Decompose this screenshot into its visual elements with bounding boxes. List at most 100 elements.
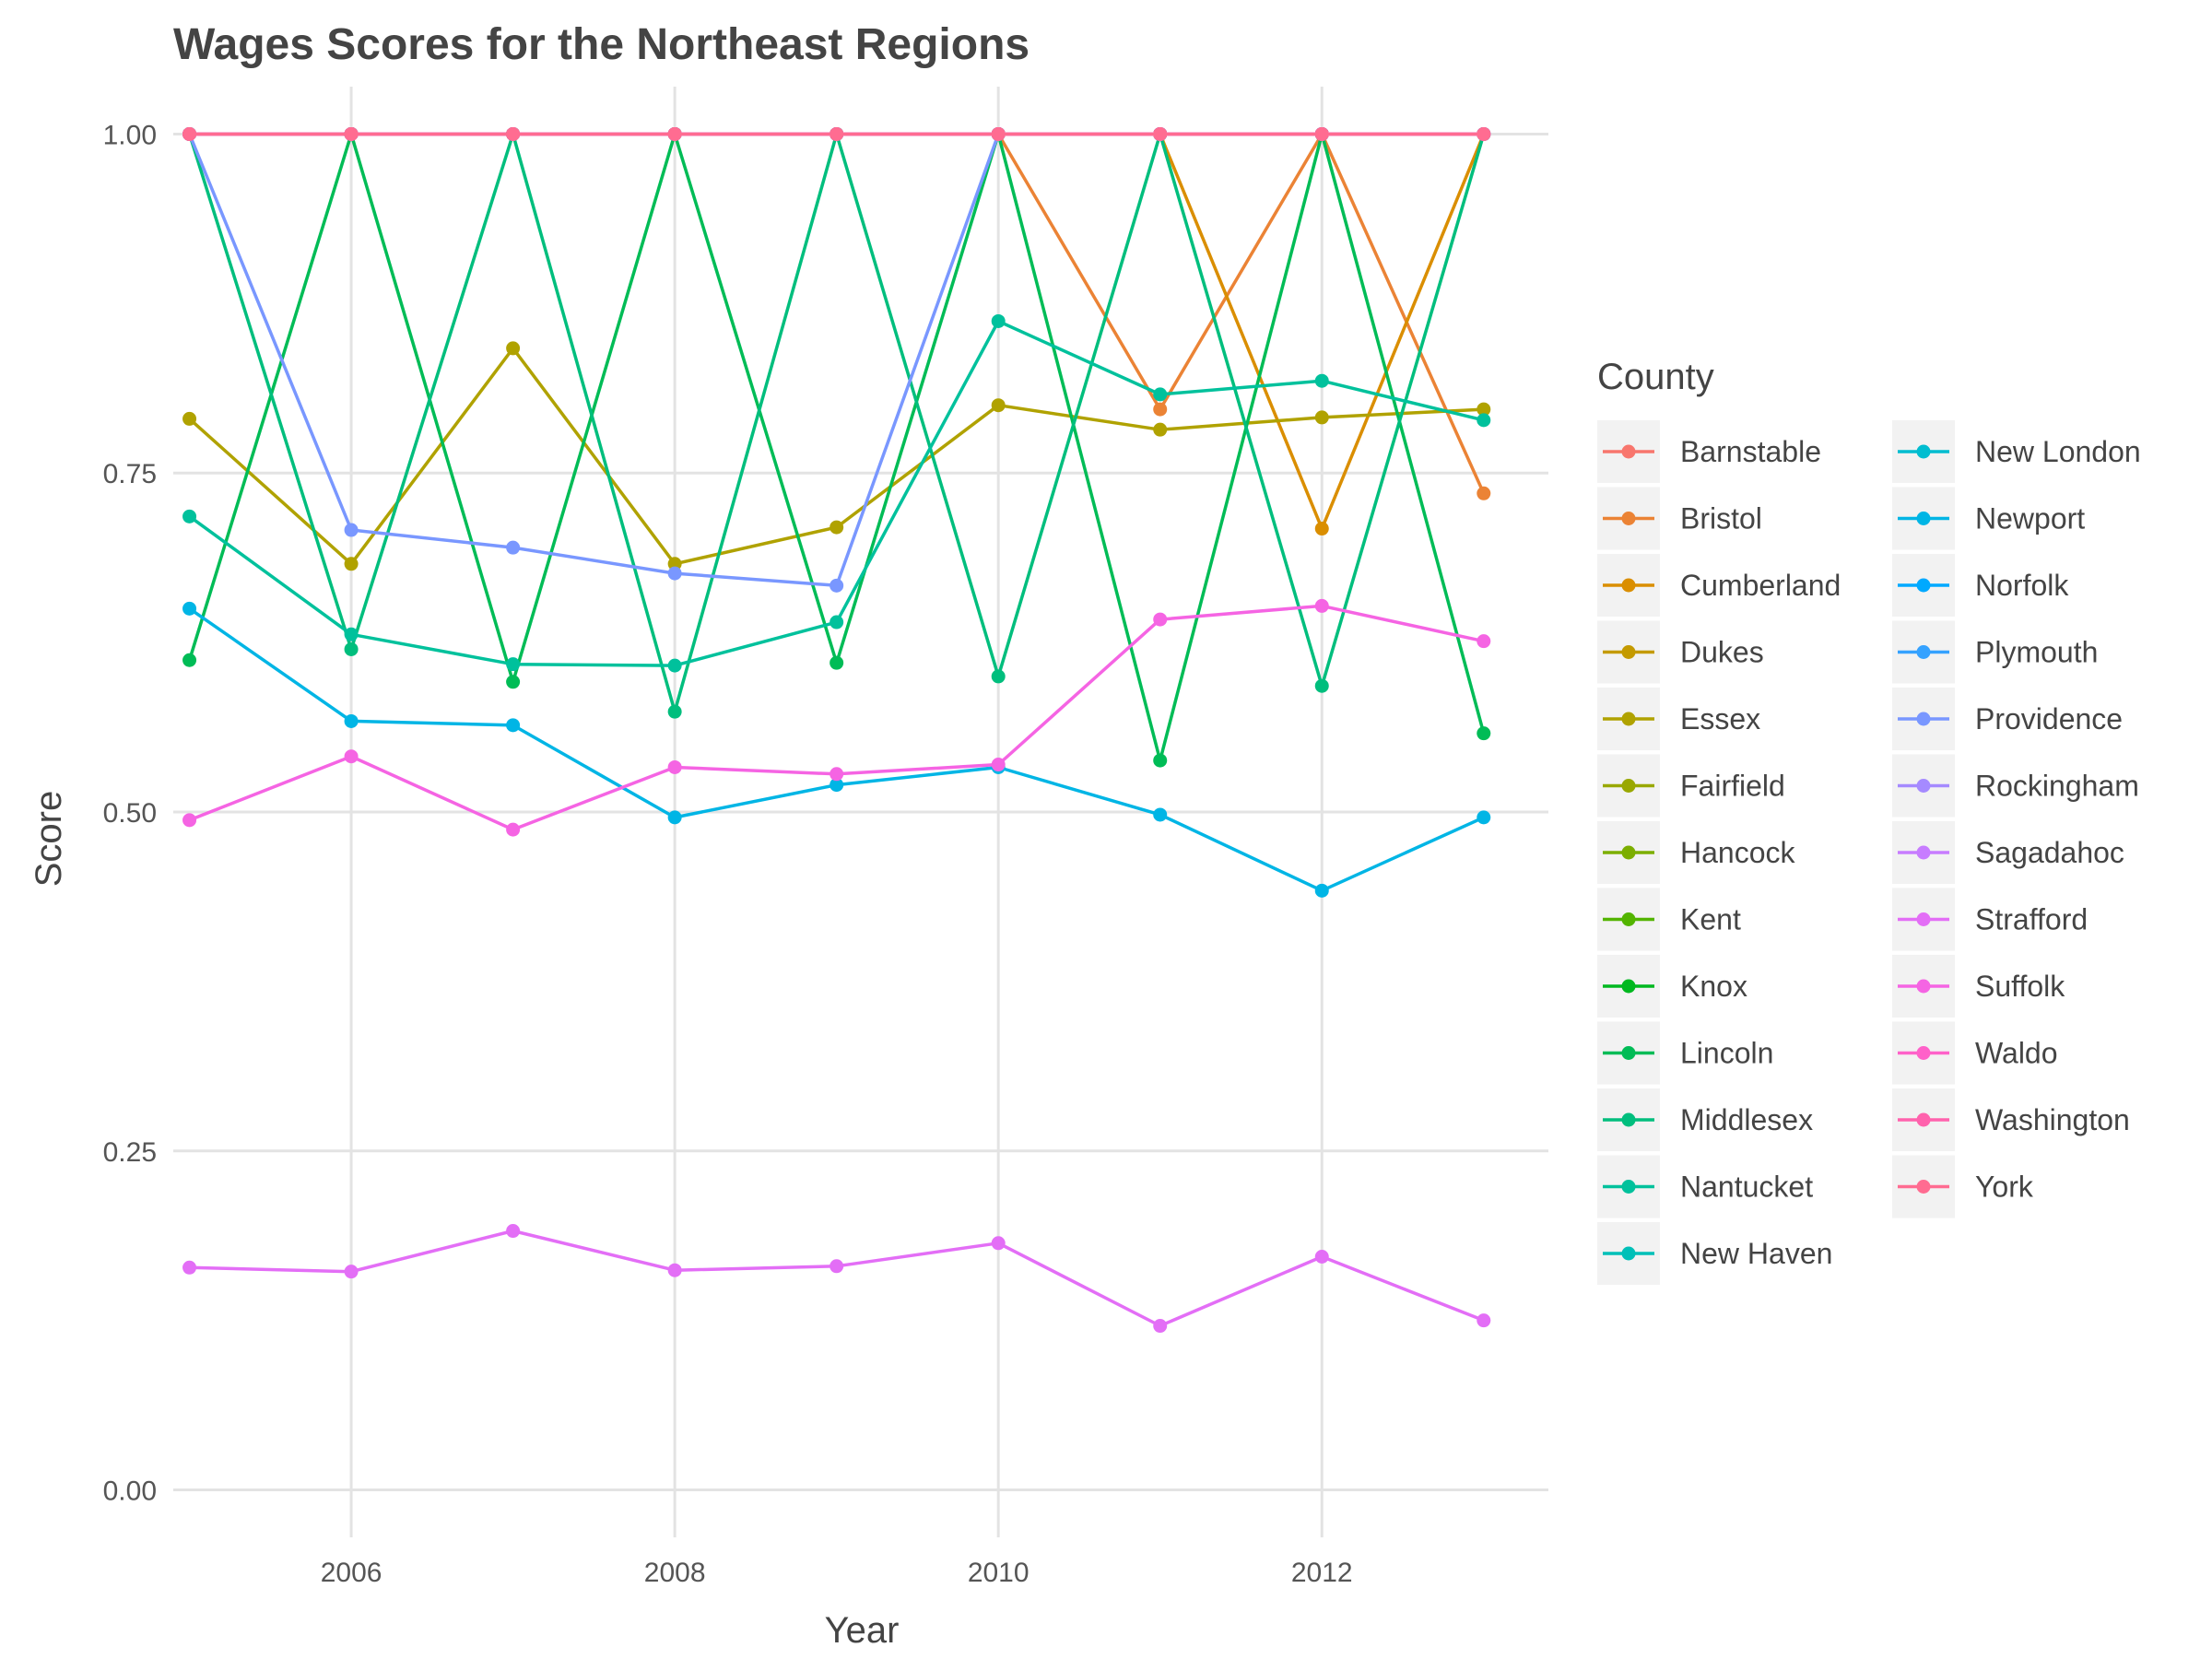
series-line: [187, 132, 1484, 588]
legend-key-point: [1916, 444, 1931, 459]
data-point: [1314, 410, 1329, 425]
legend-label: Nantucket: [1680, 1171, 1813, 1204]
legend-label: New Haven: [1680, 1237, 1832, 1270]
legend-item: Dukes: [1597, 620, 1764, 684]
legend-label: Middlesex: [1680, 1103, 1813, 1136]
data-point: [506, 822, 521, 837]
legend-label: New London: [1975, 435, 2141, 468]
series-york: [182, 126, 1491, 141]
y-tick-label: 0.00: [103, 1477, 157, 1507]
legend-item: Sagadahoc: [1892, 821, 2124, 884]
legend-key-point: [1916, 1180, 1931, 1194]
legend-key-point: [1621, 578, 1636, 593]
legend-key-point: [1621, 1112, 1636, 1127]
data-point: [991, 398, 1006, 413]
legend-item: Knox: [1597, 955, 1747, 1018]
y-tick-label: 0.50: [103, 798, 157, 829]
legend-key-point: [1621, 1046, 1636, 1060]
legend-label: Knox: [1680, 970, 1747, 1003]
legend-key-point: [1621, 845, 1636, 860]
data-point: [991, 758, 1006, 772]
data-point: [1477, 634, 1491, 649]
data-point: [1477, 486, 1491, 500]
legend-title: County: [1597, 357, 1714, 397]
legend-item: Fairfield: [1597, 754, 1785, 818]
data-point: [1314, 1249, 1329, 1264]
legend-item: Providence: [1892, 688, 2123, 750]
legend-item: Middlesex: [1597, 1088, 1813, 1151]
legend-key-point: [1916, 979, 1931, 994]
data-point: [667, 759, 682, 774]
legend-label: Providence: [1975, 702, 2123, 735]
legend-label: Barnstable: [1680, 435, 1821, 468]
data-point: [1477, 810, 1491, 825]
data-point: [991, 126, 1006, 141]
data-point: [1477, 1313, 1491, 1328]
data-point: [506, 657, 521, 672]
legend-item: Barnstable: [1597, 420, 1821, 483]
legend-label: Suffolk: [1975, 970, 2065, 1003]
legend-key-point: [1621, 645, 1636, 659]
legend-label: Newport: [1975, 502, 2085, 535]
legend-label: Kent: [1680, 903, 1741, 936]
legend-key-point: [1916, 1046, 1931, 1060]
data-point: [182, 653, 197, 667]
legend-item: Plymouth: [1892, 620, 2098, 684]
series-lines: [182, 126, 1491, 1334]
data-point: [991, 1236, 1006, 1251]
legend-key-point: [1621, 512, 1636, 525]
data-point: [667, 810, 682, 825]
data-point: [667, 557, 682, 571]
legend-item: Suffolk: [1892, 955, 2065, 1018]
legend-label: Strafford: [1975, 903, 2088, 936]
legend-label: Sagadahoc: [1975, 836, 2124, 869]
series-suffolk: [182, 598, 1491, 837]
legend-item: Newport: [1892, 487, 2085, 550]
legend-key-point: [1621, 1246, 1636, 1261]
series-strafford: [182, 1224, 1491, 1334]
data-point: [182, 411, 197, 426]
legend-key-point: [1916, 845, 1931, 860]
data-point: [1153, 612, 1168, 627]
data-point: [830, 655, 844, 670]
data-point: [344, 749, 359, 764]
legend-item: Waldo: [1892, 1021, 2058, 1085]
series-essex: [182, 341, 1491, 571]
data-point: [1477, 726, 1491, 741]
legend-label: Dukes: [1680, 636, 1764, 669]
data-point: [830, 578, 844, 593]
legend-label: Essex: [1680, 702, 1760, 735]
legend-item: Essex: [1597, 688, 1760, 750]
legend-item: Kent: [1597, 888, 1741, 951]
data-point: [344, 627, 359, 641]
data-point: [344, 557, 359, 571]
data-point: [1153, 422, 1168, 437]
series-line: [189, 1229, 1485, 1328]
legend-label: Hancock: [1680, 836, 1796, 869]
x-tick-label: 2012: [1291, 1558, 1353, 1588]
data-point: [182, 813, 197, 828]
legend-item: Norfolk: [1892, 554, 2069, 617]
data-point: [667, 704, 682, 719]
data-point: [182, 1260, 197, 1275]
y-tick-label: 0.75: [103, 459, 157, 489]
data-point: [344, 523, 359, 537]
legend-label: Plymouth: [1975, 636, 2098, 669]
legend-label: Cumberland: [1680, 569, 1841, 602]
legend-item: Bristol: [1597, 487, 1762, 550]
series-nantucket: [182, 313, 1491, 673]
data-point: [667, 1263, 682, 1277]
x-tick-label: 2008: [644, 1558, 706, 1588]
data-point: [344, 713, 359, 728]
data-point: [1314, 883, 1329, 898]
legend-key-point: [1621, 712, 1636, 726]
data-point: [344, 126, 359, 141]
legend-item: York: [1892, 1155, 2034, 1218]
series-middlesex: [182, 126, 1491, 719]
data-point: [506, 126, 521, 141]
legend-key-point: [1621, 444, 1636, 459]
data-point: [1314, 126, 1329, 141]
legend-item: Hancock: [1597, 821, 1796, 884]
legend-key-point: [1621, 779, 1636, 793]
